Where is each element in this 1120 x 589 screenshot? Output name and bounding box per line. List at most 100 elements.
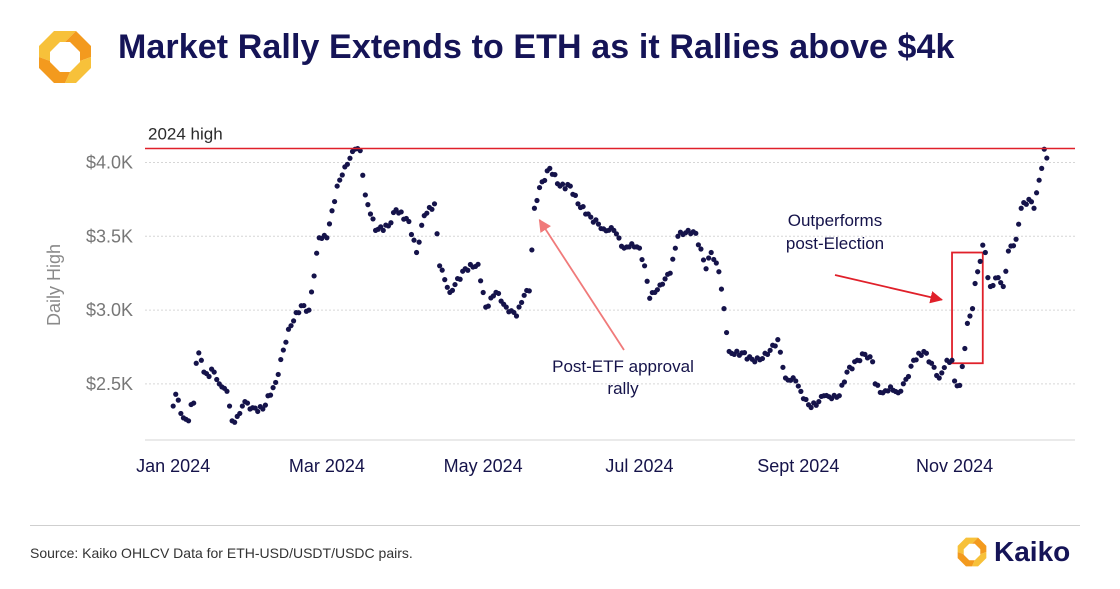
data-point [347, 155, 353, 161]
data-point [708, 249, 714, 256]
grid-lines [145, 161, 1075, 441]
data-point [339, 172, 345, 178]
data-point [885, 388, 891, 394]
highlight-box [951, 251, 984, 365]
data-point [998, 280, 1004, 286]
data-point [1036, 177, 1042, 183]
data-point [378, 224, 384, 230]
data-point [552, 172, 558, 178]
data-point [772, 343, 778, 349]
data-point [700, 257, 707, 263]
data-point [193, 360, 199, 366]
data-point [918, 352, 924, 359]
data-point [311, 273, 317, 279]
data-point [431, 201, 438, 207]
data-point [457, 276, 463, 282]
kaiko-logo-icon [39, 31, 91, 83]
data-point [964, 320, 970, 326]
data-point [562, 186, 568, 192]
data-point [977, 258, 983, 264]
data-point [813, 402, 819, 408]
data-point [495, 290, 502, 297]
data-point [867, 354, 873, 360]
data-point [424, 210, 430, 216]
axis-layer: $2.5K $3.0K $3.5K $4.0K Jan 2024 Mar 2024 May … [44, 152, 993, 476]
data-point [616, 235, 622, 241]
data-point [519, 299, 525, 306]
data-point [262, 402, 269, 408]
data-point [449, 287, 456, 293]
data-point [380, 227, 386, 233]
data-point [513, 313, 520, 319]
data-point [703, 266, 709, 272]
data-point [170, 403, 176, 409]
data-point [280, 347, 286, 353]
data-point [273, 379, 279, 386]
data-point [695, 242, 701, 248]
data-point [306, 307, 312, 313]
data-point [706, 255, 712, 261]
data-point [314, 250, 320, 256]
data-point [1044, 155, 1050, 161]
data-point [285, 326, 292, 332]
data-point [478, 278, 484, 284]
data-point [759, 355, 766, 362]
reference-layer: 2024 high [145, 124, 1075, 150]
data-point [793, 378, 799, 384]
data-point [951, 378, 958, 384]
data-point [465, 267, 471, 273]
data-point [844, 369, 850, 375]
data-point [841, 379, 848, 385]
data-point [1023, 201, 1029, 207]
data-point [542, 177, 548, 184]
x-tick-label: Sept 2024 [757, 456, 839, 476]
data-point [191, 400, 197, 406]
annotation-etf-arrow [538, 218, 625, 351]
data-point [388, 220, 394, 226]
data-point [995, 275, 1001, 281]
data-point [416, 239, 422, 245]
data-point [529, 247, 535, 253]
data-point [442, 277, 448, 283]
data-point [913, 357, 919, 363]
data-point [636, 245, 643, 251]
data-point [1031, 205, 1037, 211]
data-point [572, 192, 579, 198]
data-point [808, 404, 814, 411]
data-point [857, 358, 863, 364]
data-point [1010, 243, 1017, 249]
data-point [775, 337, 781, 343]
data-point [721, 306, 727, 312]
data-point [928, 360, 935, 366]
data-point [1018, 205, 1024, 211]
data-point [985, 275, 991, 281]
eth-daily-high-chart: 2024 high $2.5K $3.0K $3.5K $4.0K Jan 2024 Ma… [44, 124, 1075, 476]
data-point [870, 359, 876, 365]
data-point [278, 356, 284, 363]
data-point [173, 391, 179, 397]
data-point [362, 192, 368, 198]
data-point [283, 339, 289, 345]
data-point [239, 403, 245, 409]
y-tick-label: $2.5K [86, 374, 133, 394]
data-point [1039, 165, 1045, 171]
data-point [567, 183, 573, 189]
data-point [662, 276, 668, 282]
data-point [331, 198, 338, 205]
data-point [923, 350, 930, 356]
data-point [326, 221, 333, 227]
annotation-etf-text: Post-ETF approval [552, 357, 694, 376]
data-point [275, 371, 281, 378]
data-point [875, 382, 881, 388]
data-point [849, 366, 855, 372]
data-point [975, 269, 981, 275]
data-point [516, 304, 522, 310]
source-note: Source: Kaiko OHLCV Data for ETH-USD/USD… [30, 545, 413, 561]
data-point [595, 221, 602, 227]
data-point [196, 350, 202, 356]
data-point [406, 218, 412, 225]
data-point [344, 161, 350, 167]
data-point [675, 233, 681, 239]
data-point [647, 295, 653, 301]
data-point [639, 256, 645, 263]
